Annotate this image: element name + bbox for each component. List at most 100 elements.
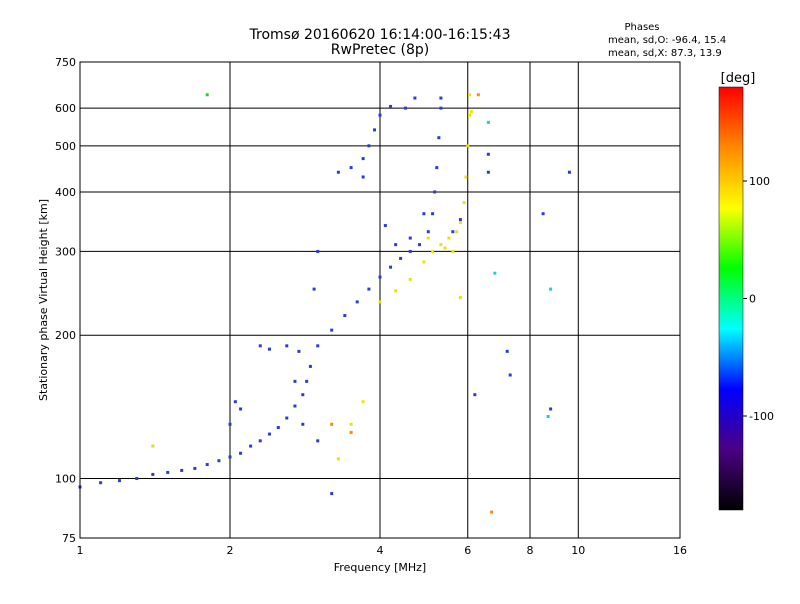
data-point-o	[403, 106, 407, 110]
data-point-o	[378, 113, 382, 117]
data-point-o	[541, 212, 545, 216]
data-point-x	[431, 249, 435, 253]
data-point-o	[258, 344, 262, 348]
data-point-o	[205, 463, 209, 467]
grid-lines	[80, 62, 680, 538]
data-point-x	[378, 300, 382, 304]
y-tick-label: 200	[55, 329, 76, 342]
data-point-o	[433, 190, 437, 194]
data-point-o	[505, 349, 509, 353]
data-point-o	[301, 422, 305, 426]
colorbar-tick-label: 0	[749, 293, 756, 306]
data-point-x	[422, 260, 426, 264]
data-point-o	[267, 347, 271, 351]
data-point-outlier	[349, 430, 353, 434]
y-tick-label: 750	[55, 56, 76, 69]
x-tick-label: 6	[464, 544, 471, 557]
y-tick-label: 600	[55, 102, 76, 115]
data-point-o	[394, 243, 398, 247]
data-point-o	[151, 472, 155, 476]
y-axis-label: Stationary phase Virtual Height [km]	[37, 199, 50, 401]
colorbar-ticks: 100 0 -100	[743, 175, 774, 423]
data-point-o	[378, 275, 382, 279]
data-point-o	[413, 96, 417, 100]
data-point-o	[336, 170, 340, 174]
data-point-o	[437, 136, 441, 140]
data-point-x	[464, 175, 468, 179]
data-point-o	[367, 144, 371, 148]
data-point-o	[343, 314, 347, 318]
data-point-x	[394, 289, 398, 293]
data-point-o	[258, 439, 262, 443]
data-point-outlier	[330, 422, 334, 426]
data-point-o	[316, 249, 320, 253]
colorbar-tick-label: 100	[749, 175, 770, 188]
data-point-o	[316, 344, 320, 348]
data-point-o	[426, 230, 430, 234]
data-point-o	[239, 407, 243, 411]
data-point-outlier	[476, 93, 480, 97]
x-tick-label: 10	[571, 544, 585, 557]
data-points	[78, 93, 571, 514]
data-point-o	[439, 106, 443, 110]
data-point-x	[336, 457, 340, 461]
x-tick-label: 2	[227, 544, 234, 557]
data-point-o	[297, 349, 301, 353]
data-point-outlier	[493, 271, 497, 275]
data-point-o	[135, 477, 139, 481]
data-point-o	[567, 170, 571, 174]
data-point-x	[349, 422, 353, 426]
data-point-o	[399, 256, 403, 260]
data-point-o	[301, 393, 305, 397]
data-point-o	[99, 481, 103, 485]
data-point-o	[330, 328, 334, 332]
data-point-o	[293, 379, 297, 383]
data-point-o	[305, 379, 309, 383]
phase-colorbar	[718, 86, 744, 511]
data-point-o	[293, 404, 297, 408]
data-point-outlier	[546, 414, 550, 418]
x-axis-ticks: 1 2 4 6 8 10 16	[77, 544, 688, 557]
data-point-x	[458, 296, 462, 300]
plot-frame	[79, 61, 681, 539]
data-point-o	[451, 230, 455, 234]
y-tick-label: 100	[55, 473, 76, 486]
data-point-o	[367, 287, 371, 291]
data-point-o	[458, 218, 462, 222]
data-point-o	[249, 444, 253, 448]
data-point-o	[383, 224, 387, 228]
data-point-x	[408, 277, 412, 281]
data-point-outlier	[549, 287, 553, 291]
data-point-o	[228, 422, 232, 426]
data-point-o	[361, 175, 365, 179]
data-point-x	[426, 236, 430, 240]
data-point-x	[447, 236, 451, 240]
data-point-outlier	[205, 93, 209, 97]
chart-subtitle: RwPretec (8p)	[331, 42, 429, 58]
data-point-o	[417, 243, 421, 247]
data-point-o	[408, 236, 412, 240]
data-point-o	[316, 439, 320, 443]
data-point-o	[233, 400, 237, 404]
data-point-o	[228, 455, 232, 459]
y-tick-label: 75	[62, 532, 76, 545]
phase-stats-o: mean, sd,O: -96.4, 15.4	[608, 35, 726, 46]
x-tick-label: 4	[377, 544, 384, 557]
data-point-o	[355, 300, 359, 304]
data-point-o	[435, 166, 439, 170]
data-point-o	[549, 407, 553, 411]
data-point-x	[439, 243, 443, 247]
data-point-x	[443, 246, 447, 250]
data-point-o	[431, 212, 435, 216]
x-tick-label: 1	[77, 544, 84, 557]
data-point-o	[180, 468, 184, 472]
y-tick-label: 400	[55, 186, 76, 199]
data-point-x	[361, 400, 365, 404]
phase-stats-x: mean, sd,X: 87.3, 13.9	[608, 48, 722, 59]
data-point-o	[276, 425, 280, 429]
data-point-x	[458, 221, 462, 225]
data-point-o	[486, 170, 490, 174]
data-point-o	[285, 344, 289, 348]
x-tick-label: 16	[673, 544, 687, 557]
